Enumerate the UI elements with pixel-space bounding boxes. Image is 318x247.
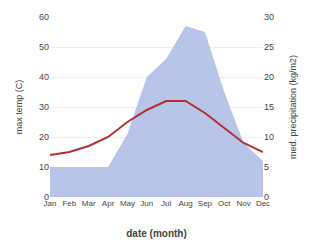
svg-text:60: 60 bbox=[39, 12, 49, 22]
svg-text:20: 20 bbox=[264, 72, 274, 82]
svg-text:Nov: Nov bbox=[237, 199, 251, 208]
svg-text:5: 5 bbox=[264, 162, 269, 172]
svg-text:10: 10 bbox=[39, 162, 49, 172]
svg-text:15: 15 bbox=[264, 102, 274, 112]
svg-text:50: 50 bbox=[39, 42, 49, 52]
svg-text:max temp (C): max temp (C) bbox=[14, 80, 24, 135]
svg-text:30: 30 bbox=[39, 102, 49, 112]
svg-text:Apr: Apr bbox=[102, 199, 115, 208]
svg-text:Sep: Sep bbox=[198, 199, 213, 208]
svg-text:20: 20 bbox=[39, 132, 49, 142]
svg-text:40: 40 bbox=[39, 72, 49, 82]
svg-text:0: 0 bbox=[44, 192, 49, 202]
svg-text:10: 10 bbox=[264, 132, 274, 142]
svg-text:Jun: Jun bbox=[140, 199, 153, 208]
svg-text:Aug: Aug bbox=[178, 199, 192, 208]
svg-text:Dec: Dec bbox=[256, 199, 270, 208]
svg-text:May: May bbox=[120, 199, 135, 208]
svg-text:Oct: Oct bbox=[218, 199, 231, 208]
svg-text:25: 25 bbox=[264, 42, 274, 52]
svg-text:Jan: Jan bbox=[44, 199, 57, 208]
svg-text:Feb: Feb bbox=[62, 199, 76, 208]
svg-text:Jul: Jul bbox=[161, 199, 171, 208]
svg-text:date (month): date (month) bbox=[126, 228, 187, 239]
svg-text:0: 0 bbox=[264, 192, 269, 202]
svg-text:30: 30 bbox=[264, 12, 274, 22]
svg-text:med. precipitation (kg/m2): med. precipitation (kg/m2) bbox=[288, 55, 298, 159]
svg-text:Mar: Mar bbox=[82, 199, 96, 208]
